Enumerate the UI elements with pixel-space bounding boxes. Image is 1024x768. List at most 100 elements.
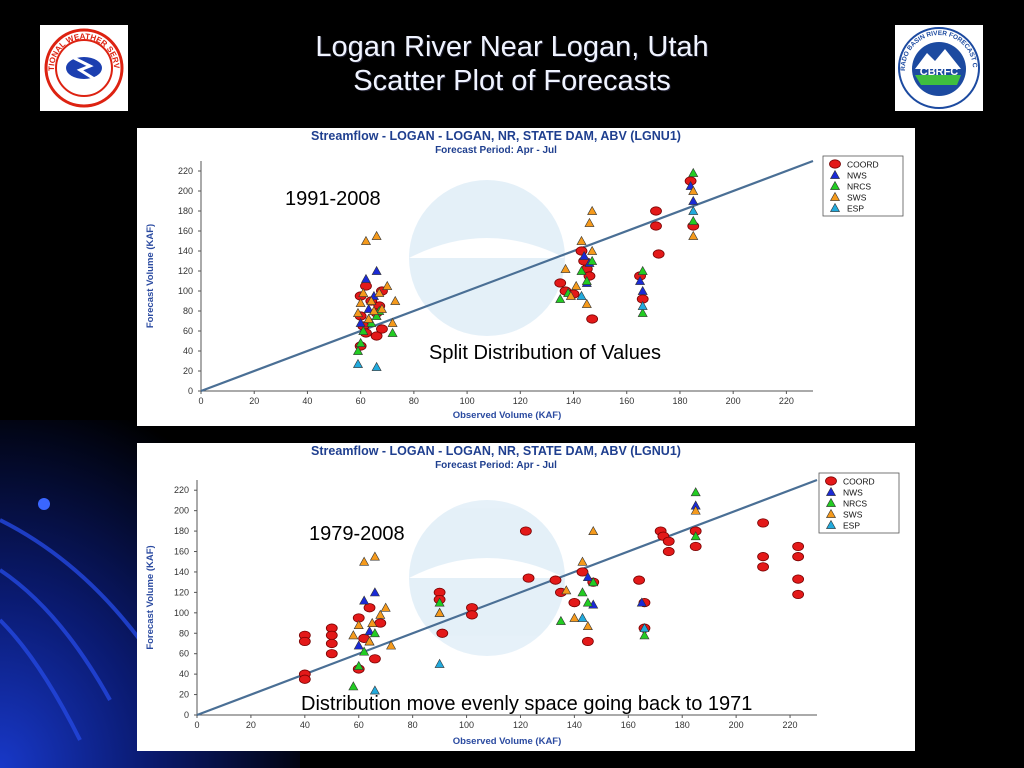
point-coord xyxy=(298,636,311,647)
point-nrcs xyxy=(587,255,598,265)
point-nrcs xyxy=(690,487,701,497)
note-annotation-2: Distribution move evenly space going bac… xyxy=(301,693,753,715)
point-sws xyxy=(355,297,366,307)
point-coord xyxy=(757,552,769,562)
point-nws xyxy=(360,273,371,283)
point-nrcs xyxy=(355,337,366,347)
point-nws xyxy=(369,587,380,597)
y-tick-label: 200 xyxy=(174,506,189,516)
point-sws xyxy=(587,205,598,215)
point-sws xyxy=(375,609,386,619)
point-nrcs xyxy=(358,325,369,335)
point-nrcs xyxy=(582,597,593,607)
point-sws xyxy=(376,303,387,313)
y-tick-label: 60 xyxy=(183,326,193,336)
point-sws xyxy=(688,230,699,240)
y-tick-label: 220 xyxy=(178,166,193,176)
slide-title-line1: Logan River Near Logan, Utah xyxy=(315,31,709,63)
point-esp xyxy=(688,205,699,215)
noaa-watermark xyxy=(409,180,565,336)
legend-label-coord: COORD xyxy=(847,160,879,170)
y-tick-label: 180 xyxy=(178,206,193,216)
point-nrcs xyxy=(688,215,699,225)
point-coord xyxy=(363,603,376,613)
legend-label-nws: NWS xyxy=(847,171,867,181)
point-nrcs xyxy=(387,327,398,337)
point-nrcs xyxy=(369,628,380,638)
point-coord xyxy=(586,314,599,324)
legend-marker-coord xyxy=(829,159,841,169)
point-sws xyxy=(368,305,379,315)
point-nrcs xyxy=(353,660,364,670)
chart-subtitle: Forecast Period: Apr - Jul xyxy=(435,460,557,471)
point-coord xyxy=(466,610,478,620)
x-tick-label: 80 xyxy=(409,396,419,406)
point-sws xyxy=(374,287,385,297)
x-tick-label: 160 xyxy=(621,720,636,730)
point-esp xyxy=(637,300,648,310)
x-tick-label: 120 xyxy=(513,396,528,406)
point-nrcs xyxy=(688,167,699,177)
point-coord xyxy=(650,221,662,231)
x-tick-label: 180 xyxy=(675,720,690,730)
legend-label-nrcs: NRCS xyxy=(843,499,867,509)
x-tick-label: 0 xyxy=(194,720,199,730)
point-nws xyxy=(371,265,382,275)
point-coord xyxy=(792,552,805,562)
legend-marker-sws xyxy=(829,191,841,201)
cbrfc-badge-text: CBRFC xyxy=(920,66,959,78)
one-to-one-line xyxy=(200,159,814,393)
point-nws xyxy=(355,317,366,327)
x-tick-label: 200 xyxy=(726,396,741,406)
point-nws xyxy=(363,303,374,313)
point-coord xyxy=(757,562,769,572)
x-tick-label: 220 xyxy=(779,396,794,406)
x-tick-label: 140 xyxy=(567,720,582,730)
series-nws xyxy=(353,500,701,650)
y-axis-label: Forecast Volume (KAF) xyxy=(145,545,156,649)
point-sws xyxy=(352,307,364,317)
y-tick-label: 200 xyxy=(178,186,193,196)
y-tick-label: 220 xyxy=(174,485,189,495)
point-coord xyxy=(792,574,805,584)
noaa-watermark xyxy=(409,500,565,656)
scatter-chart-2: Streamflow - LOGAN - LOGAN, NR, STATE DA… xyxy=(145,444,900,747)
legend-label-esp: ESP xyxy=(843,521,860,531)
point-sws xyxy=(584,217,595,227)
point-coord xyxy=(325,649,338,659)
cbrfc-logo: COLORADO BASIN RIVER FORECAST CENTER CBR… xyxy=(892,20,983,111)
point-sws xyxy=(390,295,401,305)
point-nrcs xyxy=(371,310,382,320)
legend-label-nws: NWS xyxy=(843,488,863,498)
y-tick-label: 160 xyxy=(174,547,189,557)
x-tick-label: 100 xyxy=(459,720,474,730)
x-tick-label: 200 xyxy=(729,720,744,730)
point-nws xyxy=(582,571,593,581)
y-tick-label: 140 xyxy=(178,246,193,256)
point-coord xyxy=(376,324,388,334)
x-tick-label: 220 xyxy=(783,720,798,730)
point-coord xyxy=(581,636,594,647)
y-tick-label: 180 xyxy=(174,526,189,536)
y-tick-label: 40 xyxy=(179,669,189,679)
chart-panel-1979-2008: Streamflow - LOGAN - LOGAN, NR, STATE DA… xyxy=(137,443,915,751)
point-nrcs xyxy=(577,587,588,597)
point-nrcs xyxy=(352,345,364,355)
point-sws xyxy=(565,290,576,300)
point-coord xyxy=(792,589,805,600)
point-nrcs xyxy=(588,577,599,587)
series-coord xyxy=(298,518,805,684)
x-tick-label: 60 xyxy=(354,720,364,730)
point-sws xyxy=(353,619,364,629)
point-sws xyxy=(577,556,588,566)
legend-marker-coord xyxy=(825,476,837,486)
series-esp xyxy=(352,205,699,371)
slide-title-line2: Scatter Plot of Forecasts xyxy=(353,65,671,97)
point-nrcs xyxy=(639,630,650,640)
point-nws xyxy=(635,275,646,285)
y-tick-label: 160 xyxy=(178,226,193,236)
point-sws xyxy=(690,505,701,515)
series-nws xyxy=(355,180,699,327)
